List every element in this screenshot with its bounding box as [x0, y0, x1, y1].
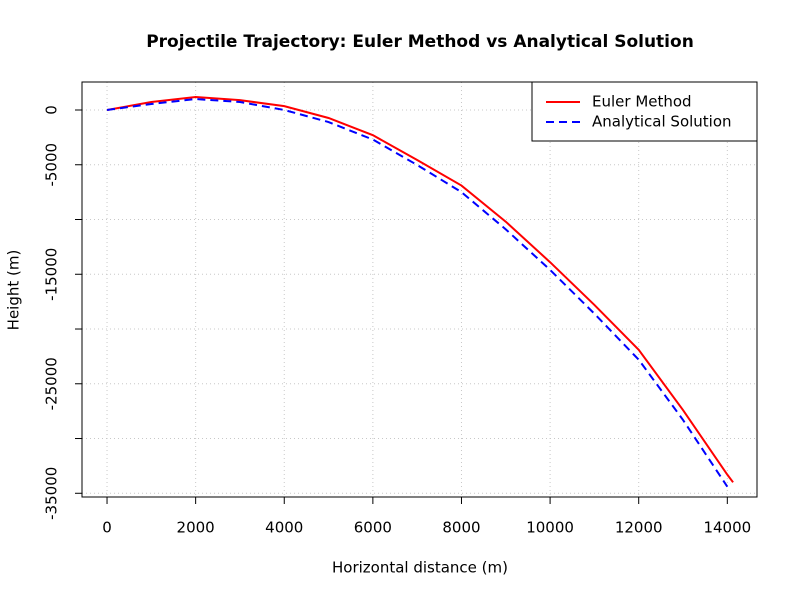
series-line	[106, 95, 734, 483]
y-tick-label: -35000	[43, 467, 61, 520]
legend-label: Euler Method	[592, 93, 692, 111]
legend-label: Analytical Solution	[592, 113, 732, 131]
x-tick-label: 0	[102, 519, 112, 537]
y-tick-label: -15000	[43, 248, 61, 301]
x-tick-label: 12000	[615, 519, 663, 537]
y-axis-label: Height (m)	[5, 250, 23, 331]
plot-frame	[81, 81, 758, 498]
x-tick-label: 8000	[442, 519, 480, 537]
x-tick-label: 14000	[703, 519, 751, 537]
y-tick-label: -25000	[43, 357, 61, 410]
chart-title: Projectile Trajectory: Euler Method vs A…	[146, 32, 694, 52]
series-line	[106, 98, 729, 488]
x-tick-label: 2000	[177, 519, 215, 537]
x-tick-label: 10000	[526, 519, 574, 537]
y-tick-label: 0	[43, 105, 61, 115]
x-axis-label: Horizontal distance (m)	[332, 559, 508, 577]
y-tick-label: -5000	[43, 143, 61, 187]
x-tick-label: 6000	[354, 519, 392, 537]
legend-box	[531, 81, 758, 142]
x-tick-label: 4000	[265, 519, 303, 537]
